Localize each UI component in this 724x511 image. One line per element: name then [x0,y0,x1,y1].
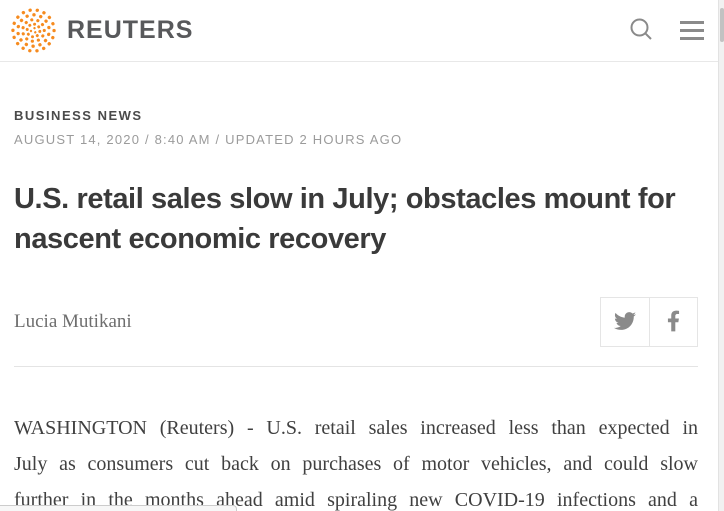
byline-row: Lucia Mutikani [14,297,698,347]
search-icon [628,16,654,45]
share-facebook-button[interactable] [649,298,697,346]
facebook-icon [667,309,680,336]
menu-button[interactable] [680,21,704,40]
body-line: July as consumers cut back on purchases … [14,453,698,475]
search-button[interactable] [628,16,654,45]
article-dateline: AUGUST 14, 2020 / 8:40 AM / UPDATED 2 HO… [14,132,403,147]
headline-line: nascent economic recovery [14,223,387,255]
site-header: REUTERS [0,0,724,62]
scrollbar[interactable] [718,0,724,511]
scrollbar-thumb[interactable] [720,8,724,42]
divider [14,366,698,367]
hamburger-icon [680,21,704,24]
reuters-sphere-icon [10,7,57,54]
section-label[interactable]: BUSINESS NEWS [14,108,143,123]
header-actions [628,16,704,45]
headline-line: U.S. retail sales slow in July; obstacle… [14,183,676,215]
share-buttons [600,297,698,347]
body-line: WASHINGTON (Reuters) - U.S. retail sales… [14,417,698,439]
article-body: WASHINGTON (Reuters) - U.S. retail sales… [14,410,698,511]
reuters-logo[interactable]: REUTERS [10,7,193,54]
twitter-icon [614,310,636,335]
article: BUSINESS NEWS AUGUST 14, 2020 / 8:40 AM … [0,62,712,511]
share-twitter-button[interactable] [601,298,649,346]
article-headline: U.S. retail sales slow in July; obstacle… [14,179,698,259]
author-byline[interactable]: Lucia Mutikani [14,311,132,332]
link-preview-bubble [0,505,237,511]
reuters-wordmark: REUTERS [67,16,194,44]
